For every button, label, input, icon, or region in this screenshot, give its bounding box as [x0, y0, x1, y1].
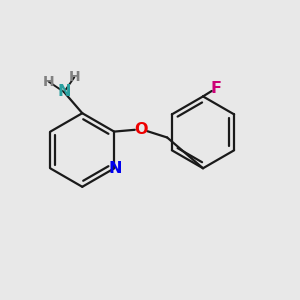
- Text: F: F: [211, 81, 222, 96]
- Text: N: N: [109, 161, 122, 176]
- Text: H: H: [43, 75, 55, 89]
- Text: H: H: [68, 70, 80, 84]
- Text: N: N: [57, 85, 71, 100]
- Text: O: O: [134, 122, 148, 137]
